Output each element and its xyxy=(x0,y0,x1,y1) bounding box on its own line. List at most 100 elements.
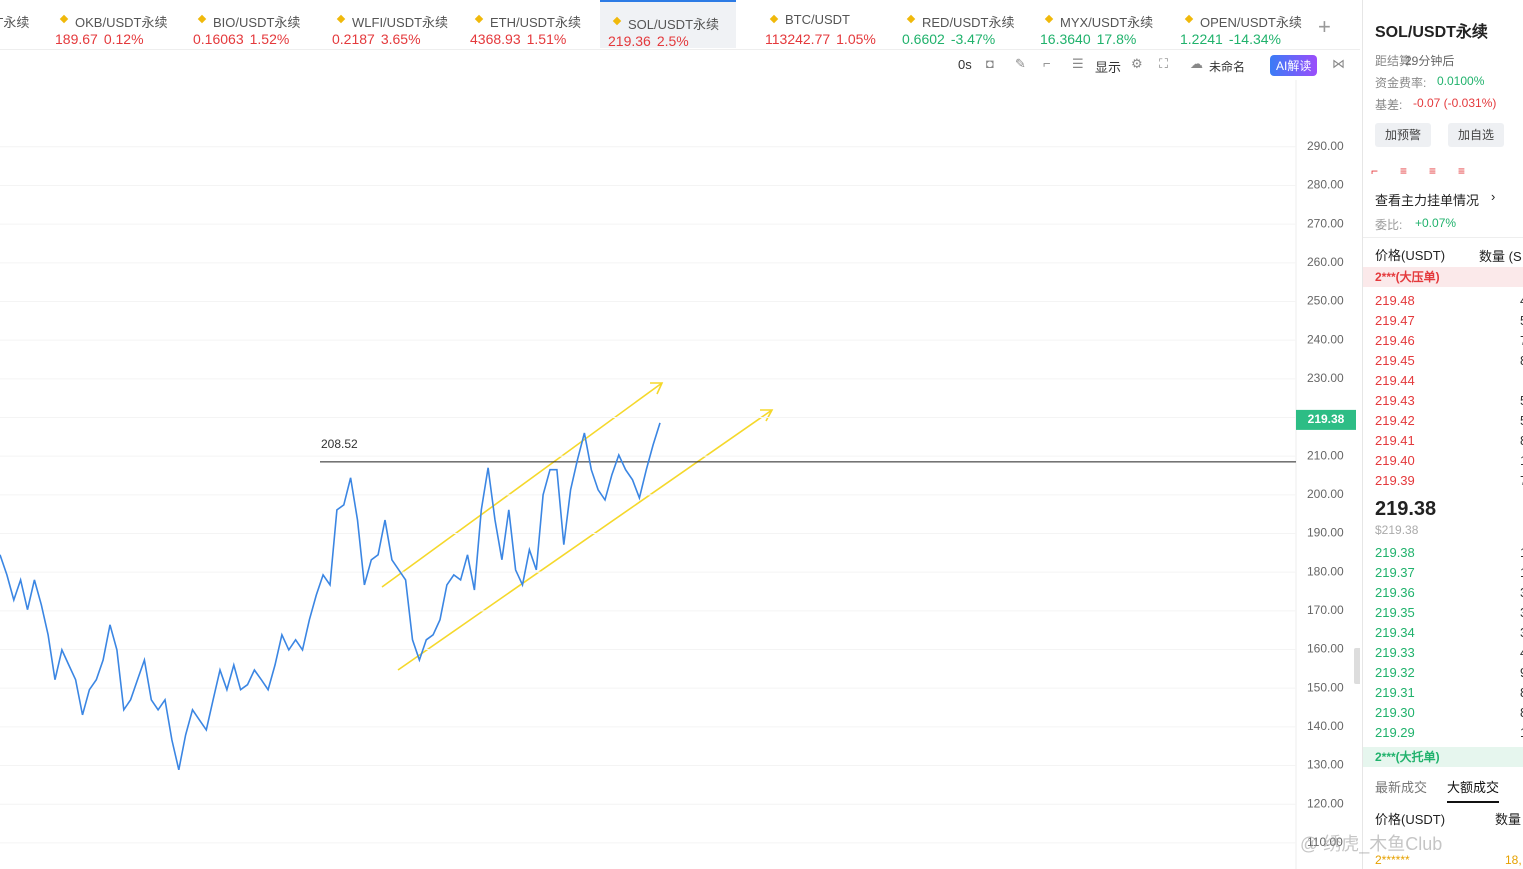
ticker-price: 113242.77 xyxy=(765,31,831,47)
book-price: 219.34 xyxy=(1375,625,1415,640)
ticker[interactable]: BIO/USDT永续 0.16063 1.52% xyxy=(193,0,329,48)
book-row: 219.30 8 xyxy=(1375,705,1523,725)
book-price: 219.44 xyxy=(1375,373,1415,388)
bid-tag: 2***(大托单) xyxy=(1363,747,1523,767)
ticker-name: RED/USDT永续 xyxy=(922,15,1015,30)
ticker-name: BIO/USDT永续 xyxy=(213,15,301,30)
book-row: 219.40 1 xyxy=(1375,453,1523,473)
frame-icon[interactable]: ⌐ xyxy=(1043,56,1051,71)
ticker-icon xyxy=(197,14,207,24)
reference-label: 208.52 xyxy=(321,437,358,451)
ticker-price: 1.2241 xyxy=(1180,31,1223,47)
book-qty: 8 xyxy=(1520,353,1523,368)
display[interactable]: 显示 xyxy=(1095,60,1122,75)
cloud-icon[interactable]: ☁ xyxy=(1190,56,1203,71)
ticker-name: MYX/USDT永续 xyxy=(1060,15,1154,30)
book-qty: 3 xyxy=(1520,625,1523,640)
info-value: 0.0100% xyxy=(1437,74,1485,88)
panel-handle[interactable] xyxy=(1354,648,1360,684)
ticker-name: OPEN/USDT永续 xyxy=(1200,15,1302,30)
ticker-name: WLFI/USDT永续 xyxy=(352,15,449,30)
book-qty: 5 xyxy=(1520,413,1523,428)
depth-arrow: › xyxy=(1491,189,1496,204)
book-price: 219.31 xyxy=(1375,685,1415,700)
ticker-price: 0.6602 xyxy=(902,31,945,47)
y-tick-label: 290.00 xyxy=(1307,139,1344,153)
ticker[interactable]: OKB/USDT永续 189.67 0.12% xyxy=(55,0,191,48)
depth-link[interactable]: 查看主力挂单情况 xyxy=(1375,193,1480,208)
info-label: 距结算: xyxy=(1375,54,1415,68)
interval[interactable]: 0s xyxy=(958,57,972,72)
book-header-price: 价格(USDT) xyxy=(1375,248,1446,263)
book-row: 219.42 5 xyxy=(1375,413,1523,433)
book-row: 219.36 3 xyxy=(1375,585,1523,605)
ratio-label: 委比: xyxy=(1375,218,1403,232)
book-qty: 1 xyxy=(1520,545,1523,560)
ticker-icon xyxy=(59,14,69,24)
trade-header-qty: 数量 xyxy=(1495,812,1522,827)
ai-button[interactable]: AI解读 xyxy=(1270,55,1318,76)
ticker-icon xyxy=(1044,14,1054,24)
list-icon[interactable]: ☰ xyxy=(1072,56,1084,71)
share-icon[interactable]: ⋈ xyxy=(1332,56,1345,71)
ticker[interactable]: SOL/USDT永续 219.36 2.5% xyxy=(600,0,736,49)
panel-title: SOL/USDT永续 xyxy=(1375,24,1488,41)
draw-icon[interactable]: ✎ xyxy=(1015,56,1026,71)
book-price: 219.43 xyxy=(1375,393,1415,408)
ticker[interactable]: BTC/USDT 113242.77 1.05% xyxy=(765,0,901,48)
panel-button[interactable]: 加预警 xyxy=(1375,123,1431,147)
book-qty: 7 xyxy=(1520,473,1523,488)
info-label: 基差: xyxy=(1375,98,1403,112)
ticker-icon xyxy=(906,14,916,24)
ticker[interactable]: ETH/USDT永续 4368.93 1.51% xyxy=(470,0,606,48)
last-price-badge xyxy=(1296,409,1356,430)
ticker[interactable]: MYX/USDT永续 16.3640 17.8% xyxy=(1040,0,1176,48)
panel-button[interactable]: 加自选 xyxy=(1448,123,1504,147)
ticker-change: 17.8% xyxy=(1096,31,1137,47)
y-tick-label: 270.00 xyxy=(1307,216,1344,230)
ticker-change: 2.5% xyxy=(656,33,689,49)
add-tab[interactable]: + xyxy=(1318,14,1331,39)
camera-icon[interactable]: ◘ xyxy=(986,56,994,71)
ticker[interactable]: OPEN/USDT永续 1.2241 -14.34% xyxy=(1180,0,1316,48)
ticker-icon xyxy=(474,14,484,24)
book-price: 219.42 xyxy=(1375,413,1415,428)
book-row: 219.38 1 xyxy=(1375,545,1523,565)
ticker-icon xyxy=(336,14,346,24)
info-value: -0.07 (-0.031%) xyxy=(1413,96,1497,110)
watermark-text: 绣虎_木鱼Club xyxy=(1323,834,1443,854)
y-tick-label: 280.00 xyxy=(1307,178,1344,192)
ticker[interactable]: DT永续3% xyxy=(0,0,102,48)
book-row: 219.37 1 xyxy=(1375,565,1523,585)
layout-name[interactable]: 未命名 xyxy=(1209,60,1246,74)
tab[interactable]: 大额成交 xyxy=(1447,777,1500,803)
ticker-change: 1.52% xyxy=(249,31,290,47)
book-price: 219.35 xyxy=(1375,605,1415,620)
ticker-icon xyxy=(1184,14,1194,24)
book-price: 219.46 xyxy=(1375,333,1415,348)
book-row: 219.32 9 xyxy=(1375,665,1523,685)
last-price-label: 219.38 xyxy=(1308,412,1345,426)
ticker[interactable]: WLFI/USDT永续 0.2187 3.65% xyxy=(332,0,468,48)
y-tick-label: 190.00 xyxy=(1307,526,1344,540)
book-price: 219.37 xyxy=(1375,565,1415,580)
book-price: 219.39 xyxy=(1375,473,1415,488)
ticker-icon xyxy=(769,14,779,24)
y-tick-label: 150.00 xyxy=(1307,680,1344,694)
book-price: 219.48 xyxy=(1375,293,1415,308)
book-price: 219.33 xyxy=(1375,645,1415,660)
side-panel: SOL/USDT永续 距结算: 29分钟后 资金费率: 0.0100% 基差: -0.07… xyxy=(1362,0,1523,869)
watermark: @ 绣虎_木鱼Club xyxy=(1300,834,1443,854)
book-view-icons: ⌐≡≡≡ xyxy=(1371,164,1488,178)
ticker-price: 4368.93 xyxy=(470,31,521,47)
settings-icon[interactable]: ⚙ xyxy=(1131,56,1143,71)
fullscreen-icon[interactable]: ⛶ xyxy=(1159,56,1169,71)
y-tick-label: 170.00 xyxy=(1307,603,1344,617)
book-row: 219.39 7 xyxy=(1375,473,1523,493)
tab[interactable]: 最新成交 xyxy=(1375,780,1428,795)
book-price: 219.38 xyxy=(1375,545,1415,560)
book-qty: 8 xyxy=(1520,685,1523,700)
ticker[interactable]: RED/USDT永续 0.6602 -3.47% xyxy=(902,0,1038,48)
